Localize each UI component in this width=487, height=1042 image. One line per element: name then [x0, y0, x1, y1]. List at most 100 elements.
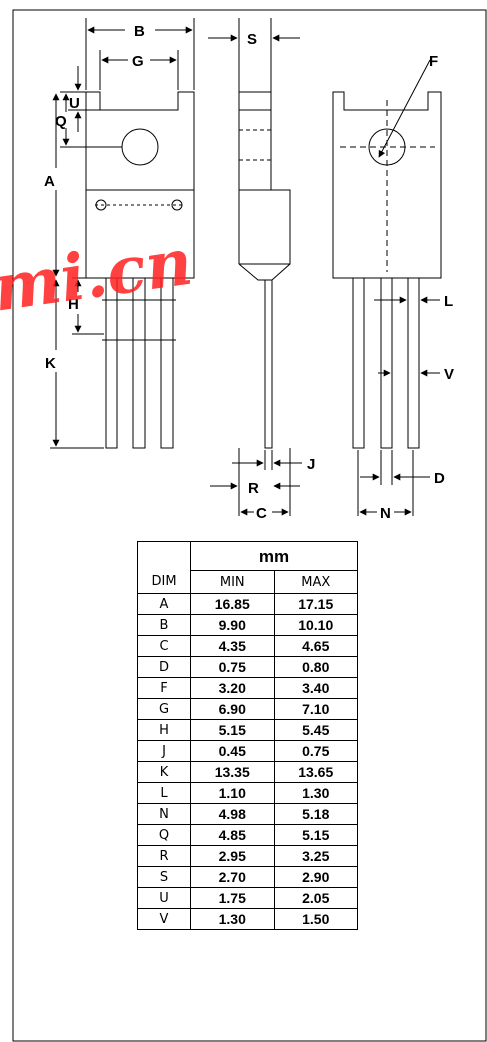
- label-k: K: [45, 355, 56, 372]
- table-cell-dim: R: [137, 845, 191, 867]
- table-row: U 1.75 2.05: [137, 887, 358, 909]
- front-view: [85, 91, 195, 449]
- table-cell-dim: S: [137, 866, 191, 888]
- label-v: V: [444, 366, 454, 383]
- table-cell-min: 1.75: [190, 887, 275, 909]
- dimension-h: [72, 277, 104, 335]
- table-cell-max: 3.25: [273, 845, 358, 867]
- dimension-f: [378, 59, 431, 158]
- table-cell-min: 6.90: [190, 698, 275, 720]
- table-header-dim: DIM: [137, 570, 191, 594]
- table-cell-dim: U: [137, 887, 191, 909]
- front-lead-2: [132, 278, 146, 449]
- table-cell-max: 17.15: [273, 593, 358, 615]
- table-cell-max: 7.10: [273, 698, 358, 720]
- table-row: K 13.35 13.65: [137, 761, 358, 783]
- label-n: N: [380, 505, 391, 522]
- dimension-b: [85, 18, 195, 90]
- table-cell-min: 0.45: [190, 740, 275, 762]
- table-cell-min: 13.35: [190, 761, 275, 783]
- table-cell-min: 2.70: [190, 866, 275, 888]
- table-row: Q 4.85 5.15: [137, 824, 358, 846]
- dimension-u: [60, 66, 100, 132]
- table-row: D 0.75 0.80: [137, 656, 358, 678]
- table-cell-min: 5.15: [190, 719, 275, 741]
- label-c: C: [256, 505, 267, 522]
- label-q: Q: [55, 113, 67, 130]
- dimension-table: mm DIM MIN MAX A 16.85 17.15 B 9.90 10.10 C 4.3…: [137, 541, 358, 930]
- table-cell-min: 1.10: [190, 782, 275, 804]
- table-unit-label: mm: [190, 541, 358, 571]
- table-cell-min: 3.20: [190, 677, 275, 699]
- table-cell-max: 13.65: [273, 761, 358, 783]
- table-header-min: MIN: [190, 570, 275, 594]
- table-row: C 4.35 4.65: [137, 635, 358, 657]
- back-view: [332, 91, 442, 449]
- table-cell-dim: D: [137, 656, 191, 678]
- dimension-a: [50, 93, 104, 449]
- table-row: R 2.95 3.25: [137, 845, 358, 867]
- label-b: B: [134, 23, 145, 40]
- label-s: S: [247, 31, 257, 48]
- table-row: H 5.15 5.45: [137, 719, 358, 741]
- table-cell-min: 4.35: [190, 635, 275, 657]
- label-f: F: [429, 53, 438, 70]
- table-cell-dim: A: [137, 593, 191, 615]
- side-tab-notch-top: [238, 91, 272, 111]
- label-d: D: [434, 470, 445, 487]
- back-lead-3: [407, 278, 420, 449]
- table-cell-max: 1.50: [273, 908, 358, 930]
- table-cell-dim: J: [137, 740, 191, 762]
- table-cell-dim: K: [137, 761, 191, 783]
- front-mounting-hole: [121, 128, 159, 166]
- dimension-d: [360, 450, 430, 485]
- front-lead-1: [105, 278, 118, 449]
- table-cell-max: 0.80: [273, 656, 358, 678]
- frame-border: [12, 9, 487, 1042]
- table-row: F 3.20 3.40: [137, 677, 358, 699]
- table-row: S 2.70 2.90: [137, 866, 358, 888]
- label-g: G: [132, 53, 144, 70]
- table-cell-dim: G: [137, 698, 191, 720]
- table-cell-min: 9.90: [190, 614, 275, 636]
- front-lead-3: [160, 278, 174, 449]
- table-cell-min: 1.30: [190, 908, 275, 930]
- side-body-taper: [238, 263, 291, 281]
- table-row: B 9.90 10.10: [137, 614, 358, 636]
- table-row: V 1.30 1.50: [137, 908, 358, 930]
- table-row: G 6.90 7.10: [137, 698, 358, 720]
- table-cell-max: 2.90: [273, 866, 358, 888]
- table-cell-max: 2.05: [273, 887, 358, 909]
- table-cell-max: 4.65: [273, 635, 358, 657]
- table-row: J 0.45 0.75: [137, 740, 358, 762]
- dimension-q: [60, 93, 122, 148]
- label-u: U: [69, 95, 80, 112]
- table-cell-dim: C: [137, 635, 191, 657]
- table-cell-max: 5.18: [273, 803, 358, 825]
- watermark-text: mi.cn: [0, 225, 197, 327]
- side-lead: [264, 280, 273, 449]
- table-cell-dim: B: [137, 614, 191, 636]
- table-corner-cell: [137, 541, 191, 571]
- dimension-j: [232, 450, 302, 470]
- table-cell-min: 2.95: [190, 845, 275, 867]
- label-r: R: [248, 480, 259, 497]
- label-h: H: [68, 296, 79, 313]
- table-header-row: DIM MIN MAX: [137, 570, 358, 594]
- dimension-r: [210, 448, 300, 516]
- table-row: L 1.10 1.30: [137, 782, 358, 804]
- front-body-outline: [85, 91, 195, 279]
- table-cell-dim: N: [137, 803, 191, 825]
- table-cell-max: 3.40: [273, 677, 358, 699]
- table-row: N 4.98 5.18: [137, 803, 358, 825]
- table-cell-min: 4.98: [190, 803, 275, 825]
- table-cell-dim: H: [137, 719, 191, 741]
- dimension-n: [357, 450, 414, 516]
- table-cell-dim: F: [137, 677, 191, 699]
- table-header-max: MAX: [273, 570, 358, 594]
- table-cell-min: 4.85: [190, 824, 275, 846]
- table-cell-max: 0.75: [273, 740, 358, 762]
- side-view: [238, 18, 291, 449]
- table-cell-min: 0.75: [190, 656, 275, 678]
